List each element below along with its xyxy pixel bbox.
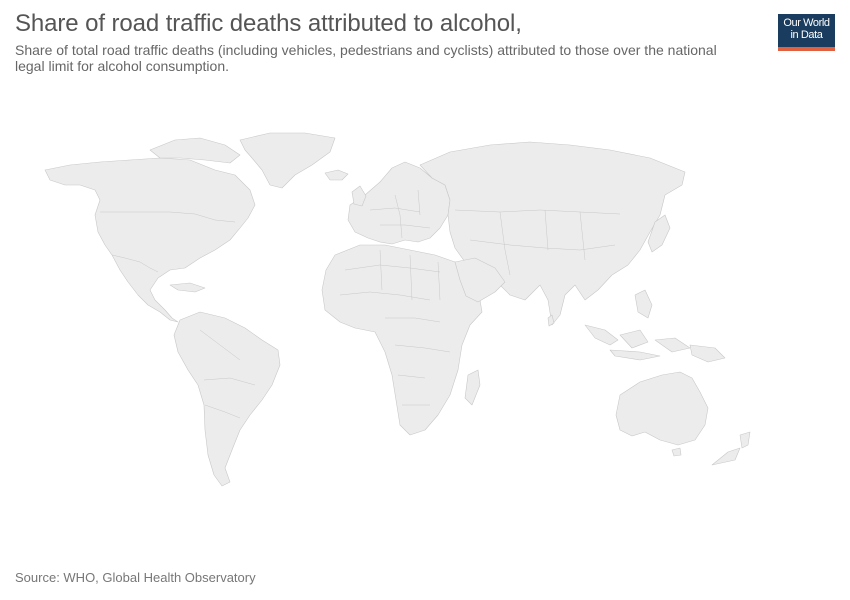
world-map[interactable] [0,120,850,500]
region-papua-new-guinea[interactable] [689,344,726,363]
region-iceland[interactable] [324,169,349,181]
region-north-america[interactable] [44,157,256,323]
logo-line-1: Our World [783,17,830,29]
owid-logo[interactable]: Our World in Data [778,14,835,51]
region-tasmania[interactable] [671,447,682,457]
source-note: Source: WHO, Global Health Observatory [15,570,256,585]
region-new-zealand[interactable] [711,431,751,466]
region-europe[interactable] [347,161,451,245]
region-uk[interactable] [351,185,367,207]
region-asia[interactable] [419,141,686,326]
chart-subtitle: Share of total road traffic deaths (incl… [15,42,717,74]
region-madagascar[interactable] [464,369,481,406]
region-japan[interactable] [647,214,671,253]
border-south-america [199,329,256,419]
region-caribbean[interactable] [169,282,206,293]
region-australia[interactable] [615,371,709,446]
region-sri-lanka[interactable] [547,314,555,327]
border-asia [454,209,621,276]
region-africa[interactable] [321,244,483,436]
chart-title: Share of road traffic deaths attributed … [15,10,522,37]
region-indonesia[interactable] [584,324,691,361]
border-africa [339,249,451,406]
region-greenland[interactable] [239,132,336,189]
region-arctic-canada[interactable] [149,137,241,164]
border-usa-mexico [111,254,159,273]
border-canada-usa [100,211,236,223]
region-philippines[interactable] [634,289,653,319]
logo-line-2: in Data [790,29,823,41]
region-south-america[interactable] [173,311,281,487]
region-arabian-peninsula[interactable] [454,257,506,303]
border-europe [369,189,431,239]
